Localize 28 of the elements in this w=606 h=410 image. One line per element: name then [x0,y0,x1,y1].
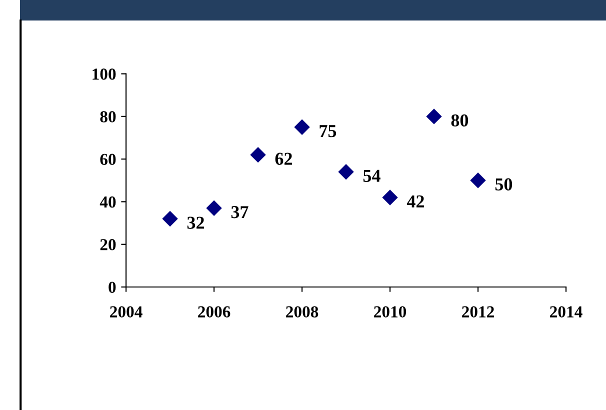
point [250,147,266,162]
y-tick-label: 40 [100,196,116,208]
y-tick-label: 0 [108,282,116,293]
data-label: 80 [451,114,468,127]
y-tick-label: 80 [100,111,116,122]
point [294,120,310,135]
x-tick-label: 2012 [462,306,494,318]
data-label: 75 [320,125,336,138]
point [162,211,178,226]
data-label: 37 [231,206,248,218]
x-tick-label: 2014 [550,306,582,318]
point [426,108,442,124]
point [338,164,354,180]
data-label: 54 [363,170,380,182]
x-tick-label: 2010 [374,306,406,318]
data-label: 32 [187,216,204,229]
y-tick-label: 60 [100,154,116,166]
x-tick-label: 2008 [286,306,318,318]
y-tick-label: 100 [92,68,116,80]
data-label: 62 [275,152,292,165]
point [470,172,486,188]
point [206,200,222,216]
y-tick-label: 20 [100,239,116,250]
x-tick-label: 2006 [198,306,230,318]
data-label: 42 [406,195,424,208]
data-label: 50 [495,178,512,190]
point [382,190,398,206]
x-tick-label: 2004 [110,306,142,318]
